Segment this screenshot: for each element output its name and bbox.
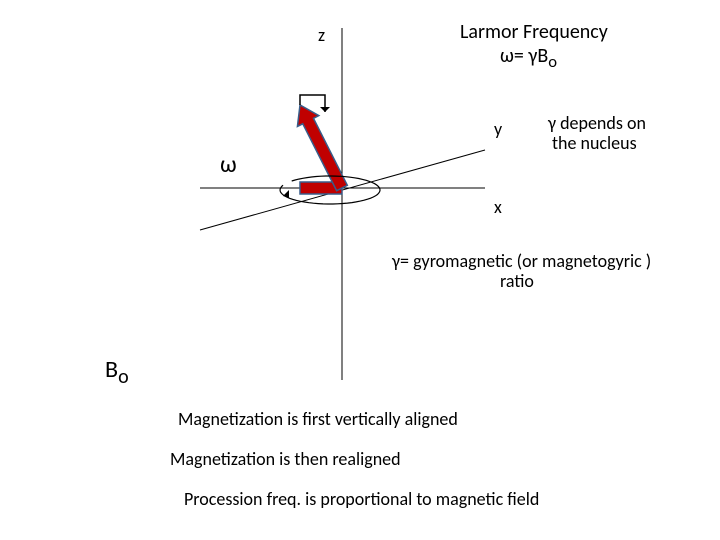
label-larmor-title: Larmor Frequency <box>460 20 608 44</box>
label-bo: Bo <box>105 355 129 389</box>
label-gamma-depends-2: the nucleus <box>552 132 637 154</box>
label-line-2: Magnetization is then realigned <box>170 448 401 470</box>
label-x: x <box>494 196 502 218</box>
label-omega: ω <box>220 150 237 179</box>
label-gyro-1: γ= gyromagnetic (or magnetogyric ) <box>392 250 651 272</box>
label-gyro-2: ratio <box>500 270 534 292</box>
label-y: y <box>494 118 502 140</box>
label-z: z <box>318 24 325 46</box>
label-line-3: Procession freq. is proportional to magn… <box>184 488 539 510</box>
label-gamma-depends-1: γ depends on <box>548 112 646 134</box>
label-line-1: Magnetization is first vertically aligne… <box>178 408 458 430</box>
label-larmor-eq: ω= γBo <box>500 44 557 72</box>
